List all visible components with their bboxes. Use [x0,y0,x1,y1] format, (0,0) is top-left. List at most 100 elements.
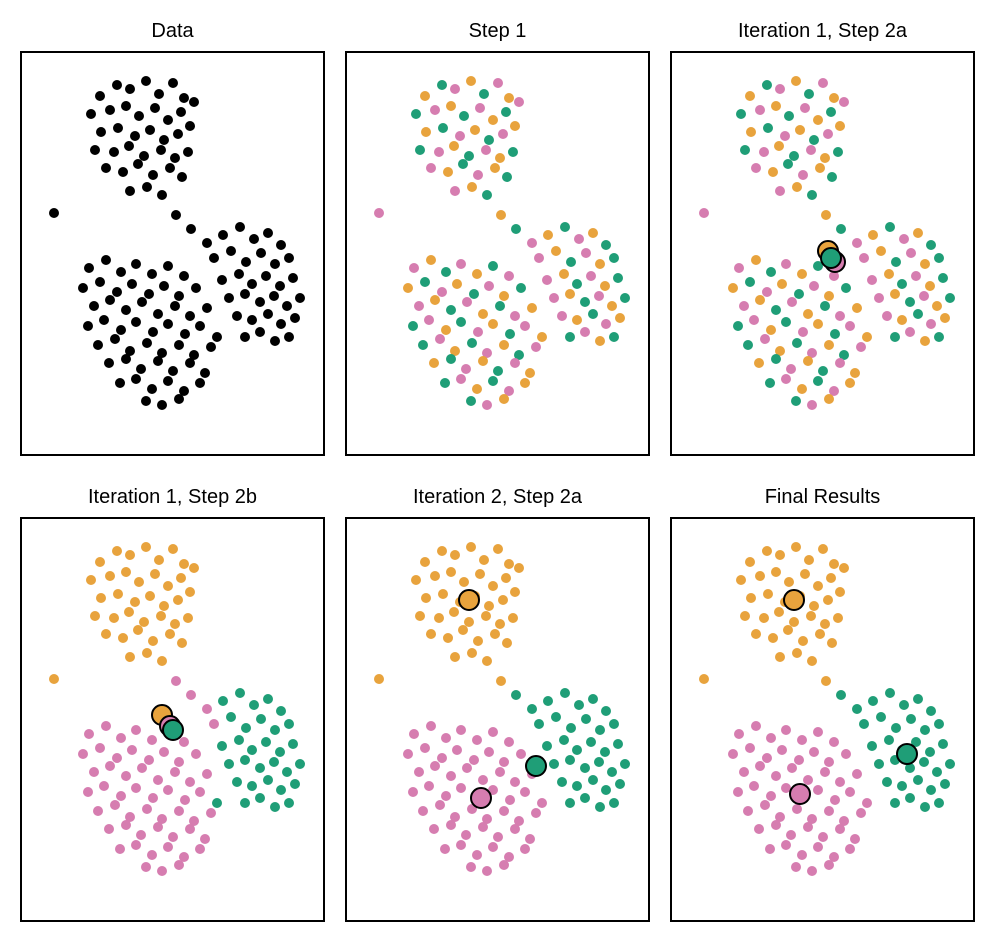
data-point [609,253,619,263]
data-point [784,111,794,121]
data-point [827,172,837,182]
data-point [83,787,93,797]
data-point [775,186,785,196]
data-point [542,741,552,751]
data-point [124,141,134,151]
data-point [420,743,430,753]
data-point [600,281,610,291]
data-point [247,279,257,289]
data-point [874,759,884,769]
data-point [835,587,845,597]
data-point [807,656,817,666]
data-point [134,111,144,121]
data-point [452,745,462,755]
data-point [116,733,126,743]
data-point [745,277,755,287]
data-point [157,400,167,410]
data-point [408,321,418,331]
data-point [247,745,257,755]
data-point [177,638,187,648]
data-point [481,611,491,621]
data-point [435,800,445,810]
data-point [125,186,135,196]
data-point [771,771,781,781]
data-point [885,222,895,232]
data-point [475,103,485,113]
data-point [446,567,456,577]
data-point [235,222,245,232]
data-point [890,289,900,299]
data-point [813,376,823,386]
data-point [607,767,617,777]
data-point [856,342,866,352]
data-point [586,271,596,281]
data-point [510,358,520,368]
data-point [934,719,944,729]
data-point [800,103,810,113]
data-point [797,735,807,745]
data-point [845,787,855,797]
data-point [765,844,775,854]
data-point [217,275,227,285]
data-point [206,342,216,352]
data-point [450,84,460,94]
data-point [932,301,942,311]
data-point [403,749,413,759]
data-point [232,311,242,321]
data-point [89,301,99,311]
data-point [733,321,743,331]
data-point [775,550,785,560]
data-point [774,141,784,151]
data-point [116,267,126,277]
data-point [415,145,425,155]
data-point [823,129,833,139]
data-point [191,283,201,293]
data-point [525,834,535,844]
data-point [797,850,807,860]
data-point [156,611,166,621]
data-point [498,129,508,139]
data-point [288,739,298,749]
data-point [824,860,834,870]
data-point [202,769,212,779]
data-point [504,271,514,281]
data-point [499,860,509,870]
data-point [572,745,582,755]
data-point [835,121,845,131]
data-point [420,277,430,287]
data-point [867,275,877,285]
data-point [142,804,152,814]
data-point [200,368,210,378]
data-point [766,733,776,743]
data-point [760,800,770,810]
data-point [131,259,141,269]
data-point [615,313,625,323]
data-point [850,368,860,378]
data-point [581,714,591,724]
data-point [920,259,930,269]
data-point [147,735,157,745]
data-point [121,354,131,364]
data-point [862,332,872,342]
data-point [784,577,794,587]
data-point [502,172,512,182]
data-point [768,633,778,643]
data-point [470,125,480,135]
data-point [110,800,120,810]
data-point [940,779,950,789]
data-point [495,301,505,311]
data-point [467,182,477,192]
data-point [136,364,146,374]
data-point [141,396,151,406]
data-point [499,394,509,404]
data-point [174,340,184,350]
data-point [899,234,909,244]
data-point [295,293,305,303]
data-point [163,842,173,852]
data-point [495,767,505,777]
data-point [733,787,743,797]
data-point [195,378,205,388]
data-point [179,271,189,281]
data-point [783,625,793,635]
data-point [112,546,122,556]
